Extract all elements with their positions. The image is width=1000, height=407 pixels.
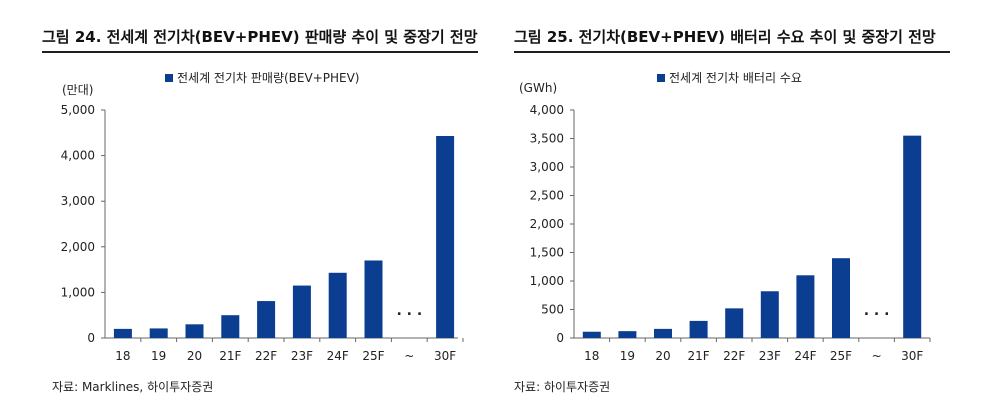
x-tick-label: 18 — [584, 349, 599, 363]
bar — [185, 324, 204, 338]
legend-swatch — [657, 73, 665, 82]
bar — [689, 320, 708, 338]
bar — [364, 260, 383, 338]
legend: 전세계 전기차 배터리 수요 — [657, 69, 802, 86]
y-tick-label: 1,000 — [61, 285, 95, 299]
y-tick-label: 0 — [556, 331, 564, 345]
source-note: 자료: Marklines, 하이투자증권 — [52, 380, 214, 394]
y-tick-label: 5,000 — [61, 103, 95, 117]
bar — [582, 331, 601, 338]
x-tick-label: ~ — [872, 349, 882, 363]
y-tick-label: 4,000 — [61, 149, 95, 163]
x-tick-label: ~ — [404, 349, 414, 363]
x-tick-label: 30F — [901, 349, 923, 363]
chart-panel-ev-sales: 그림 24. 전세계 전기차(BEV+PHEV) 판매량 추이 및 중장기 전망… — [42, 28, 478, 394]
figure-title: 그림 24. 전세계 전기차(BEV+PHEV) 판매량 추이 및 중장기 전망 — [42, 28, 478, 46]
y-tick-label: 0 — [87, 331, 95, 345]
x-tick-label: 22F — [255, 349, 277, 363]
bar — [654, 328, 672, 338]
figure-title: 그림 25. 전기차(BEV+PHEV) 배터리 수요 추이 및 중장기 전망 — [514, 28, 936, 46]
x-tick-label: 20 — [187, 349, 202, 363]
x-tick-label: 22F — [723, 349, 745, 363]
legend-label: 전세계 전기차 판매량(BEV+PHEV) — [177, 71, 360, 85]
gap-marker: · · · — [396, 307, 422, 323]
chart-panel-battery-demand: 그림 25. 전기차(BEV+PHEV) 배터리 수요 추이 및 중장기 전망 … — [500, 0, 1000, 407]
title-divider — [514, 51, 950, 53]
x-tick-label: 20 — [655, 349, 670, 363]
bar — [760, 291, 779, 338]
legend: 전세계 전기차 판매량(BEV+PHEV) — [165, 69, 359, 86]
bar-chart-battery-demand: 0 500 1,000 1,500 2,000 2,500 3,000 3,500 4,000 1… — [530, 103, 931, 363]
x-tick-label: 19 — [151, 349, 166, 363]
bar — [796, 275, 815, 338]
y-unit-label: (만대) — [62, 83, 94, 97]
y-tick-label: 3,000 — [530, 160, 564, 174]
title-divider — [42, 51, 478, 53]
y-unit-label: (GWh) — [519, 81, 558, 95]
bar — [903, 135, 922, 338]
bar — [328, 272, 347, 338]
bar — [221, 315, 240, 338]
y-tick-label: 500 — [541, 303, 564, 317]
x-tick-label: 30F — [434, 349, 456, 363]
bar-chart-ev-sales: 0 1,000 2,000 3,000 4,000 5,000 18 19 20 21F 22F 23… — [61, 103, 464, 363]
bar — [292, 285, 311, 338]
bar — [257, 301, 276, 338]
bar — [832, 258, 850, 338]
y-tick-label: 2,000 — [530, 217, 564, 231]
x-tick-label: 25F — [362, 349, 384, 363]
x-tick-label: 19 — [620, 349, 635, 363]
x-tick-label: 24F — [794, 349, 816, 363]
y-tick-label: 1,500 — [530, 246, 564, 260]
y-tick-label: 1,000 — [530, 274, 564, 288]
bar — [436, 135, 455, 338]
x-tick-label: 18 — [115, 349, 130, 363]
bar — [725, 308, 744, 338]
y-tick-label: 4,000 — [530, 103, 564, 117]
bar — [113, 328, 132, 338]
y-tick-label: 2,000 — [61, 240, 95, 254]
x-tick-label: 25F — [830, 349, 852, 363]
x-tick-label: 21F — [219, 349, 241, 363]
x-tick-label: 24F — [327, 349, 349, 363]
x-tick-label: 21F — [688, 349, 710, 363]
legend-label: 전세계 전기차 배터리 수요 — [669, 71, 802, 85]
legend-swatch — [165, 73, 173, 82]
bar — [618, 331, 637, 338]
source-note: 자료: 하이투자증권 — [514, 380, 611, 394]
x-tick-label: 23F — [759, 349, 781, 363]
gap-marker: · · · — [864, 307, 890, 323]
bar — [149, 328, 168, 338]
y-tick-label: 3,500 — [530, 132, 564, 146]
y-tick-label: 3,000 — [61, 194, 95, 208]
x-tick-label: 23F — [291, 349, 313, 363]
y-tick-label: 2,500 — [530, 189, 564, 203]
